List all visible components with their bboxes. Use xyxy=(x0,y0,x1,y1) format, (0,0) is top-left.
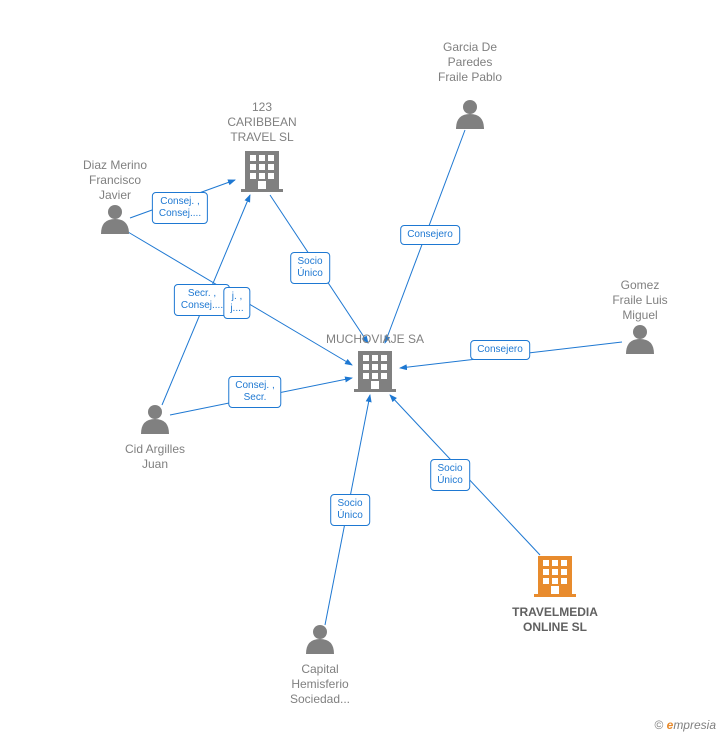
edge-label: Consej. , Consej.... xyxy=(152,192,208,224)
edge-label: Socio Único xyxy=(290,252,330,284)
node-label-travelmedia: TRAVELMEDIAONLINE SL xyxy=(495,605,615,635)
edge-label: Socio Único xyxy=(430,459,470,491)
person-icon xyxy=(306,625,334,654)
edge-label: Secr. , Consej.... xyxy=(174,284,230,316)
brand-rest: mpresia xyxy=(673,718,716,732)
person-icon xyxy=(456,100,484,129)
building-icon xyxy=(241,151,283,192)
node-label-gomez: GomezFraile LuisMiguel xyxy=(580,278,700,323)
node-label-cid: Cid ArgillesJuan xyxy=(95,442,215,472)
edge-label: Consejero xyxy=(470,340,530,360)
node-label-caribbean: 123CARIBBEANTRAVEL SL xyxy=(202,100,322,145)
node-label-muchoviaje: MUCHOVIAJE SA xyxy=(315,332,435,347)
watermark: © empresia xyxy=(654,718,716,732)
copyright-symbol: © xyxy=(654,718,663,732)
person-icon xyxy=(141,405,169,434)
edge-label: Consejero xyxy=(400,225,460,245)
diagram-canvas xyxy=(0,0,728,740)
person-icon xyxy=(101,205,129,234)
building-icon xyxy=(354,351,396,392)
person-icon xyxy=(626,325,654,354)
node-label-garcia: Garcia DeParedesFraile Pablo xyxy=(410,40,530,85)
building-icon xyxy=(534,556,576,597)
edge-label: j. , j.... xyxy=(223,287,250,319)
edge-label: Socio Único xyxy=(330,494,370,526)
node-label-capital: CapitalHemisferioSociedad... xyxy=(260,662,380,707)
edge-label: Consej. , Secr. xyxy=(228,376,281,408)
